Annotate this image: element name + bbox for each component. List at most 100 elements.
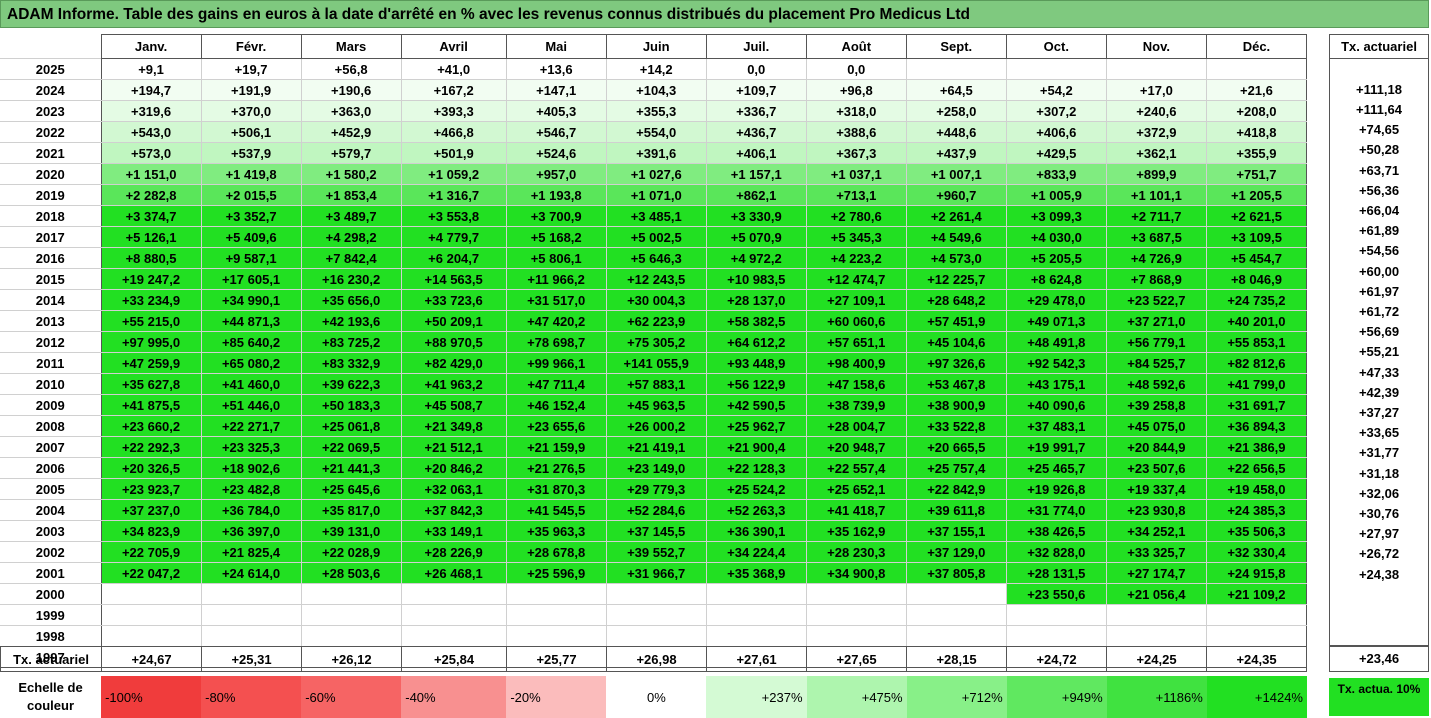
- gain-cell: +104,3: [605, 79, 707, 101]
- gain-cell: +3 099,3: [1005, 205, 1107, 227]
- gain-cell: +41,0: [400, 58, 507, 80]
- gain-cell: +4 549,6: [905, 226, 1007, 248]
- year-label: 2021: [0, 142, 102, 164]
- tx-actuariel-cell: [1329, 604, 1429, 625]
- gain-cell: +28 131,5: [1005, 562, 1107, 584]
- gain-cell: +355,9: [1205, 142, 1308, 164]
- gain-cell: +32 330,4: [1205, 541, 1308, 563]
- footer-value: +27,61: [706, 646, 807, 672]
- gain-cell: +41 963,2: [400, 373, 507, 395]
- gain-cell: [100, 583, 202, 605]
- footer-label: Tx. actuariel: [0, 646, 102, 672]
- year-label: 2016: [0, 247, 102, 269]
- gain-cell: [1105, 625, 1207, 647]
- gain-cell: +546,7: [505, 121, 607, 143]
- tx-actuariel-cell: +30,76: [1329, 503, 1429, 524]
- gain-cell: +40 090,6: [1005, 394, 1107, 416]
- gain-cell: [505, 625, 607, 647]
- table-row: 2001 +22 047,2 +24 614,0 +28 503,6 +26 468,1…: [0, 562, 1308, 584]
- gain-cell: +21 276,5: [505, 457, 607, 479]
- gain-cell: +22 842,9: [905, 478, 1007, 500]
- gain-cell: +43 175,1: [1005, 373, 1107, 395]
- gain-cell: +554,0: [605, 121, 707, 143]
- gain-cell: +60 060,6: [805, 310, 907, 332]
- gain-cell: [605, 604, 707, 626]
- gain-cell: +57 651,1: [805, 331, 907, 353]
- gain-cell: +47 420,2: [505, 310, 607, 332]
- gain-cell: +25 652,1: [805, 478, 907, 500]
- gain-cell: +51 446,0: [200, 394, 302, 416]
- gain-cell: +31 774,0: [1005, 499, 1107, 521]
- tx-actuariel-column: Tx. actuariel +111,18 +111,64 +74,65 +50,28…: [1329, 34, 1429, 646]
- gain-cell: +367,3: [805, 142, 907, 164]
- gain-cell: +418,8: [1205, 121, 1308, 143]
- gain-cell: +40 201,0: [1205, 310, 1308, 332]
- gain-cell: +47 711,4: [505, 373, 607, 395]
- gain-cell: +5 409,6: [200, 226, 302, 248]
- gain-cell: +37 237,0: [100, 499, 202, 521]
- tx-actuariel-cell: +61,72: [1329, 301, 1429, 322]
- tx-actuariel-cell: +111,64: [1329, 99, 1429, 120]
- gain-cell: +5 806,1: [505, 247, 607, 269]
- gain-cell: +22 557,4: [805, 457, 907, 479]
- gain-cell: +543,0: [100, 121, 202, 143]
- gain-cell: +29 478,0: [1005, 289, 1107, 311]
- year-label: 2025: [0, 58, 102, 80]
- year-label: 2006: [0, 457, 102, 479]
- tx-actuariel-cell: +37,27: [1329, 402, 1429, 423]
- gain-cell: +34 252,1: [1105, 520, 1207, 542]
- gain-cell: +1 007,1: [905, 163, 1007, 185]
- gain-cell: +56,8: [300, 58, 402, 80]
- gain-cell: +48 491,8: [1005, 331, 1107, 353]
- gain-cell: +7 868,9: [1105, 268, 1207, 290]
- tx-actuariel-cell: +66,04: [1329, 200, 1429, 221]
- gain-cell: +1 027,6: [605, 163, 707, 185]
- gain-cell: +28 226,9: [400, 541, 507, 563]
- gain-cell: +1 005,9: [1005, 184, 1107, 206]
- month-header: Oct.: [1005, 34, 1107, 59]
- gain-cell: +22 705,9: [100, 541, 202, 563]
- gain-cell: [805, 625, 907, 647]
- gain-cell: +12 474,7: [805, 268, 907, 290]
- gain-cell: +22 047,2: [100, 562, 202, 584]
- table-row: 2022 +543,0 +506,1 +452,9 +466,8 +546,7 +554,0…: [0, 121, 1308, 143]
- gain-cell: +29 779,3: [605, 478, 707, 500]
- tx-actuariel-cell: +60,00: [1329, 261, 1429, 282]
- gain-cell: +45 075,0: [1105, 415, 1207, 437]
- gain-cell: +36 894,3: [1205, 415, 1308, 437]
- gain-cell: +34 823,9: [100, 520, 202, 542]
- gain-cell: +56 122,9: [705, 373, 807, 395]
- gain-cell: [1205, 625, 1308, 647]
- year-label: 1999: [0, 604, 102, 626]
- gain-cell: +45 508,7: [400, 394, 507, 416]
- gain-cell: [1205, 58, 1308, 80]
- gain-cell: +21 349,8: [400, 415, 507, 437]
- gain-cell: [505, 604, 607, 626]
- gain-cell: +35 368,9: [705, 562, 807, 584]
- gain-cell: +307,2: [1005, 100, 1107, 122]
- gain-cell: +47 158,6: [805, 373, 907, 395]
- gain-cell: +41 545,5: [505, 499, 607, 521]
- gain-cell: +42 590,5: [705, 394, 807, 416]
- gain-cell: +6 204,7: [400, 247, 507, 269]
- year-label: 2019: [0, 184, 102, 206]
- gain-cell: +833,9: [1005, 163, 1107, 185]
- gain-cell: +899,9: [1105, 163, 1207, 185]
- gain-cell: +26 000,2: [605, 415, 707, 437]
- gain-cell: +393,3: [400, 100, 507, 122]
- tx-actuariel-cell: [1329, 624, 1429, 646]
- gain-cell: +28 648,2: [905, 289, 1007, 311]
- gain-cell: +35 506,3: [1205, 520, 1308, 542]
- gain-cell: [605, 625, 707, 647]
- gain-cell: +23 655,6: [505, 415, 607, 437]
- gain-cell: [605, 583, 707, 605]
- gain-cell: +4 779,7: [400, 226, 507, 248]
- gain-cell: +35 963,3: [505, 520, 607, 542]
- tx-actuariel-cell: +54,56: [1329, 240, 1429, 262]
- legend-step: +949%: [1006, 676, 1107, 718]
- gain-cell: +20 665,5: [905, 436, 1007, 458]
- month-header: Août: [805, 34, 907, 59]
- gain-cell: +32 063,1: [400, 478, 507, 500]
- footer-value: +28,15: [906, 646, 1007, 672]
- year-label: 2020: [0, 163, 102, 185]
